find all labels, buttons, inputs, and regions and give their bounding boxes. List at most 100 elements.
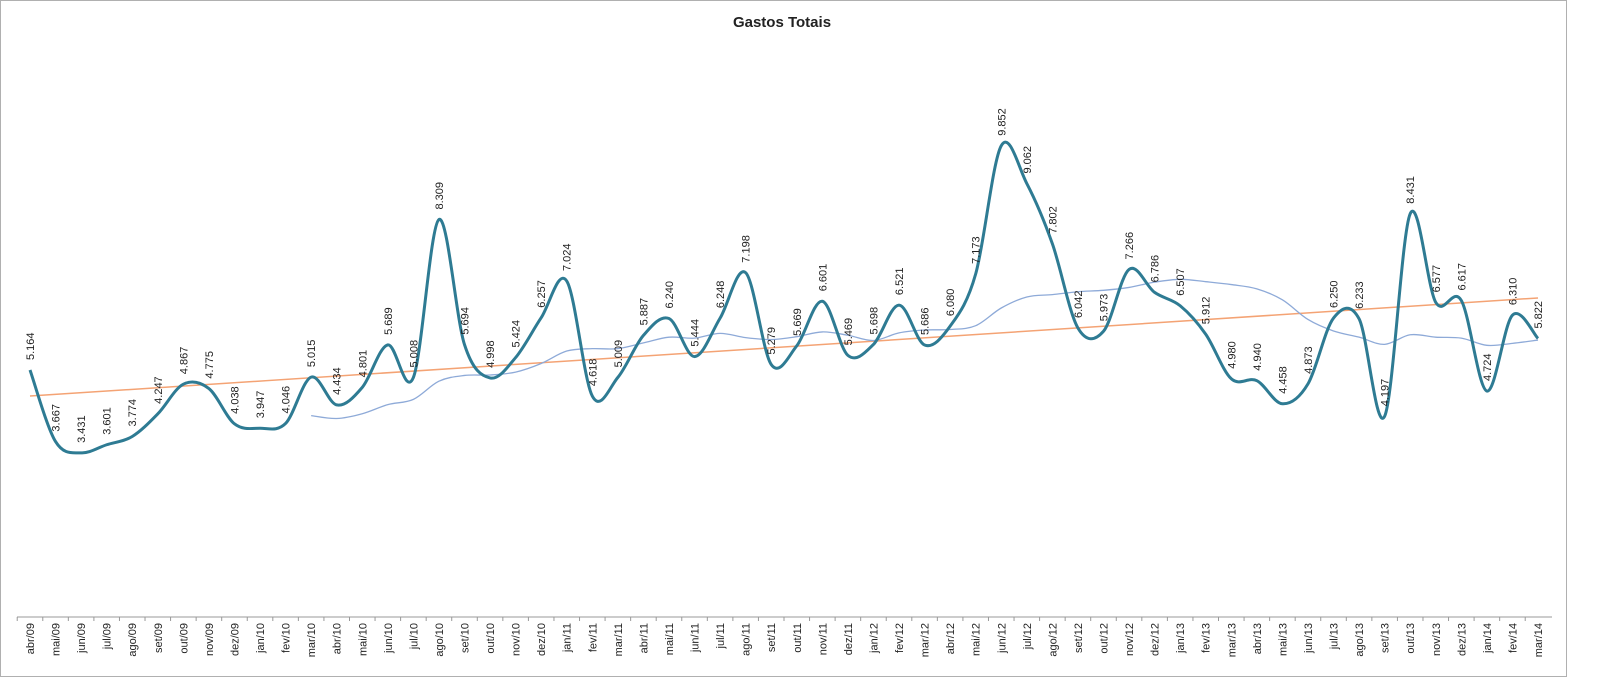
data-label: 5.694 <box>460 307 472 335</box>
x-tick-label: dez/12 <box>1150 623 1162 656</box>
data-label: 5.469 <box>843 318 855 346</box>
x-tick-label: fev/11 <box>587 623 599 652</box>
data-label: 4.873 <box>1303 346 1315 374</box>
x-tick-label: fev/13 <box>1201 623 1213 653</box>
data-label: 6.042 <box>1073 290 1085 318</box>
data-label: 7.173 <box>971 236 983 264</box>
x-tick-label: nov/12 <box>1124 623 1136 656</box>
data-label: 7.024 <box>562 243 574 271</box>
x-tick-label: jun/13 <box>1303 623 1315 654</box>
data-label: 7.802 <box>1047 206 1059 234</box>
x-tick-label: jun/10 <box>383 623 395 654</box>
data-label: 4.724 <box>1482 354 1494 382</box>
x-tick-label: jul/11 <box>715 623 727 649</box>
data-label: 6.521 <box>894 268 906 296</box>
x-tick-label: abr/11 <box>638 623 650 653</box>
x-tick-label: ago/12 <box>1047 623 1059 657</box>
x-tick-label: mar/13 <box>1226 623 1238 657</box>
data-label: 6.257 <box>536 280 548 308</box>
x-tick-label: mar/10 <box>306 623 318 657</box>
data-label: 5.015 <box>306 340 318 368</box>
x-tick-label: fev/12 <box>894 623 906 653</box>
x-tick-label: ago/09 <box>127 623 139 657</box>
x-tick-label: dez/11 <box>843 623 855 655</box>
x-tick-label: out/11 <box>792 623 804 653</box>
data-label: 7.266 <box>1124 232 1136 260</box>
data-label: 4.458 <box>1277 366 1289 394</box>
x-tick-label: ago/13 <box>1354 623 1366 657</box>
x-tick-label: fev/14 <box>1507 623 1519 653</box>
data-label: 5.686 <box>920 307 932 335</box>
data-label: 9.062 <box>1022 146 1034 174</box>
x-tick-label: nov/11 <box>817 623 829 655</box>
data-label: 5.822 <box>1533 301 1545 329</box>
data-label: 5.424 <box>511 320 523 348</box>
data-label: 6.310 <box>1507 278 1519 306</box>
data-label: 4.046 <box>281 386 293 414</box>
data-label: 6.601 <box>817 264 829 292</box>
x-tick-label: nov/09 <box>204 623 216 656</box>
data-label: 4.197 <box>1380 379 1392 407</box>
x-tick-label: abr/09 <box>25 623 37 654</box>
x-tick-label: nov/13 <box>1431 623 1443 656</box>
moving-average-line <box>311 278 1539 420</box>
x-tick-label: abr/10 <box>332 623 344 654</box>
x-tick-label: jan/11 <box>562 623 574 653</box>
data-label: 8.431 <box>1405 176 1417 204</box>
data-label: 4.998 <box>485 340 497 368</box>
x-tick-label: abr/13 <box>1252 623 1264 654</box>
series-line <box>28 141 1540 455</box>
data-label: 6.577 <box>1431 265 1443 293</box>
data-label: 6.240 <box>664 281 676 309</box>
x-tick-label: out/13 <box>1405 623 1417 654</box>
data-label: 5.669 <box>792 308 804 336</box>
x-tick-label: out/10 <box>485 623 497 654</box>
x-tick-label: set/12 <box>1073 623 1085 653</box>
x-tick-label: ago/10 <box>434 623 446 657</box>
data-label: 4.775 <box>204 351 216 379</box>
chart-title: Gastos Totais <box>733 14 831 31</box>
trendline <box>29 297 1539 397</box>
x-tick-label: mai/10 <box>357 623 369 656</box>
data-label: 3.947 <box>255 391 267 419</box>
x-tick-label: mai/11 <box>664 623 676 655</box>
data-label: 3.667 <box>51 404 63 432</box>
x-tick-label: set/09 <box>153 623 165 653</box>
data-label: 5.973 <box>1098 294 1110 322</box>
data-label: 5.444 <box>690 319 702 347</box>
data-label: 5.008 <box>408 340 420 368</box>
data-label: 4.618 <box>587 359 599 387</box>
x-tick-label: set/11 <box>766 623 778 652</box>
x-tick-label: mai/09 <box>51 623 63 656</box>
data-label: 3.431 <box>76 415 88 443</box>
x-tick-label: mai/12 <box>971 623 983 656</box>
x-tick-label: jun/11 <box>690 623 702 653</box>
x-tick-label: dez/09 <box>229 623 241 656</box>
x-tick-label: mar/14 <box>1533 623 1545 657</box>
data-label: 6.233 <box>1354 281 1366 309</box>
x-tick-label: ago/11 <box>741 623 753 656</box>
x-tick-label: jan/10 <box>255 623 267 654</box>
data-label: 4.434 <box>332 367 344 395</box>
data-label: 6.248 <box>715 281 727 309</box>
data-label: 5.164 <box>25 332 37 360</box>
x-tick-label: abr/12 <box>945 623 957 654</box>
x-tick-label: dez/10 <box>536 623 548 656</box>
data-label: 6.617 <box>1456 263 1468 291</box>
data-label: 4.038 <box>229 386 241 414</box>
data-label: 6.507 <box>1175 268 1187 296</box>
data-label: 4.801 <box>357 350 369 378</box>
x-tick-label: set/13 <box>1380 623 1392 653</box>
x-tick-label: out/09 <box>178 623 190 654</box>
x-tick-label: mai/13 <box>1277 623 1289 656</box>
data-label: 5.887 <box>638 298 650 326</box>
data-label: 3.774 <box>127 399 139 427</box>
x-tick-label: set/10 <box>460 623 472 653</box>
data-label: 4.940 <box>1252 343 1264 371</box>
x-tick-label: nov/10 <box>511 623 523 656</box>
x-tick-label: out/12 <box>1098 623 1110 654</box>
x-tick-label: mar/12 <box>920 623 932 657</box>
data-label: 4.867 <box>178 347 190 375</box>
data-label: 5.279 <box>766 327 778 355</box>
